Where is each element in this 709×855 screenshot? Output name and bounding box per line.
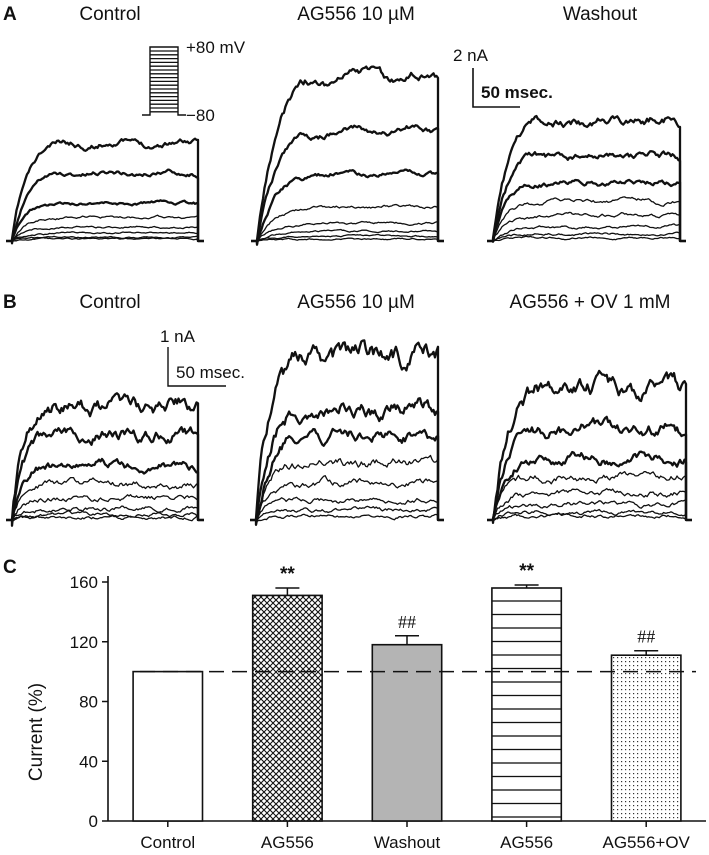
current-trace xyxy=(251,220,444,242)
x-tick-label: Washout xyxy=(374,833,441,852)
y-tick-label: 160 xyxy=(70,573,98,592)
current-trace xyxy=(487,512,692,521)
protocol-step-outline xyxy=(142,46,186,116)
current-trace xyxy=(251,237,444,242)
current-trace xyxy=(487,487,692,521)
y-axis-label: Current (%) xyxy=(26,683,47,781)
current-trace xyxy=(487,223,686,243)
significance-marker: ** xyxy=(280,564,295,585)
bar xyxy=(371,643,443,822)
current-trace xyxy=(6,214,204,243)
current-trace xyxy=(6,199,204,243)
current-trace xyxy=(6,476,204,521)
current-trace xyxy=(487,231,686,242)
current-trace xyxy=(6,494,204,522)
panel-b-scale-bar xyxy=(167,347,226,387)
current-trace xyxy=(250,427,444,526)
panel-a-scale-current: 2 nA xyxy=(453,46,489,65)
x-tick-label: Control xyxy=(140,833,195,852)
x-tick-label: AG556+OV xyxy=(602,833,690,852)
current-trace xyxy=(6,514,204,522)
current-trace xyxy=(6,426,204,527)
current-trace xyxy=(487,211,686,242)
bar xyxy=(610,654,682,822)
panel-b-condition-ag556: AG556 10 µM xyxy=(297,292,415,313)
current-trace xyxy=(250,496,444,521)
panel-b-scale-current: 1 nA xyxy=(160,327,196,346)
panel-b-traces-control xyxy=(6,392,204,527)
panel-a-label: A xyxy=(3,4,17,25)
current-trace xyxy=(6,168,204,245)
y-tick-label: 0 xyxy=(89,812,98,831)
panel-b-traces-ag556-ov xyxy=(487,369,692,525)
current-trace xyxy=(251,124,444,246)
current-trace xyxy=(487,450,692,522)
significance-marker: ## xyxy=(398,612,416,632)
current-trace xyxy=(250,513,444,522)
protocol-top-label: +80 mV xyxy=(186,38,246,57)
current-trace xyxy=(250,505,444,521)
x-tick-label: AG556 xyxy=(500,833,553,852)
current-trace xyxy=(487,471,692,521)
panel-a-traces-ag556 xyxy=(251,65,444,246)
panel-a-traces-control xyxy=(6,137,204,245)
y-tick-label: 40 xyxy=(79,752,98,771)
panel-a-scale-time: 50 msec. xyxy=(481,83,553,102)
current-trace xyxy=(251,233,444,242)
current-trace xyxy=(487,235,686,242)
panel-a-condition-control: Control xyxy=(79,4,140,25)
significance-marker: ** xyxy=(519,561,534,582)
panel-a-scale-bar xyxy=(472,68,520,108)
current-trace xyxy=(487,499,692,521)
current-trace xyxy=(251,65,444,243)
current-trace xyxy=(6,231,204,242)
current-trace xyxy=(250,454,444,524)
panel-b-label: B xyxy=(3,292,17,313)
bar-chart: 0 40 80 120 160 Control ** AG556 ## Washout ** AG55… xyxy=(70,561,706,852)
panel-b-scale-time: 50 msec. xyxy=(176,363,245,382)
current-trace xyxy=(6,505,204,521)
panel-b-traces-ag556 xyxy=(250,339,444,526)
panel-a-condition-washout: Washout xyxy=(563,4,638,25)
panel-b-condition-control: Control xyxy=(79,292,140,313)
current-trace xyxy=(251,168,444,245)
current-trace xyxy=(487,178,686,243)
panel-b-condition-ag556-ov: AG556 + OV 1 mM xyxy=(509,292,670,313)
y-tick-label: 80 xyxy=(79,693,98,712)
panel-a-condition-ag556: AG556 10 µM xyxy=(297,4,415,25)
voltage-protocol-icon xyxy=(142,46,186,116)
current-trace xyxy=(6,392,204,522)
protocol-bottom-label: −80 xyxy=(186,106,215,125)
current-trace xyxy=(6,510,204,521)
current-trace xyxy=(487,150,686,243)
panel-a-traces-washout xyxy=(487,114,686,243)
current-trace xyxy=(250,475,444,521)
x-tick-label: AG556 xyxy=(261,833,314,852)
current-trace xyxy=(250,339,444,522)
current-trace xyxy=(487,114,686,243)
current-trace xyxy=(6,236,204,242)
current-trace xyxy=(6,225,204,242)
bar xyxy=(251,594,323,822)
significance-marker: ## xyxy=(637,627,655,647)
current-trace xyxy=(6,457,204,522)
panel-c-label: C xyxy=(3,557,17,578)
current-trace xyxy=(250,397,444,522)
bar xyxy=(132,670,204,822)
current-trace xyxy=(251,203,444,242)
current-trace xyxy=(6,137,204,243)
current-trace xyxy=(487,369,692,525)
bar xyxy=(491,587,563,822)
current-trace xyxy=(487,508,692,522)
current-trace xyxy=(487,196,686,243)
current-trace xyxy=(487,415,692,522)
y-tick-label: 120 xyxy=(70,633,98,652)
current-trace xyxy=(251,228,444,242)
